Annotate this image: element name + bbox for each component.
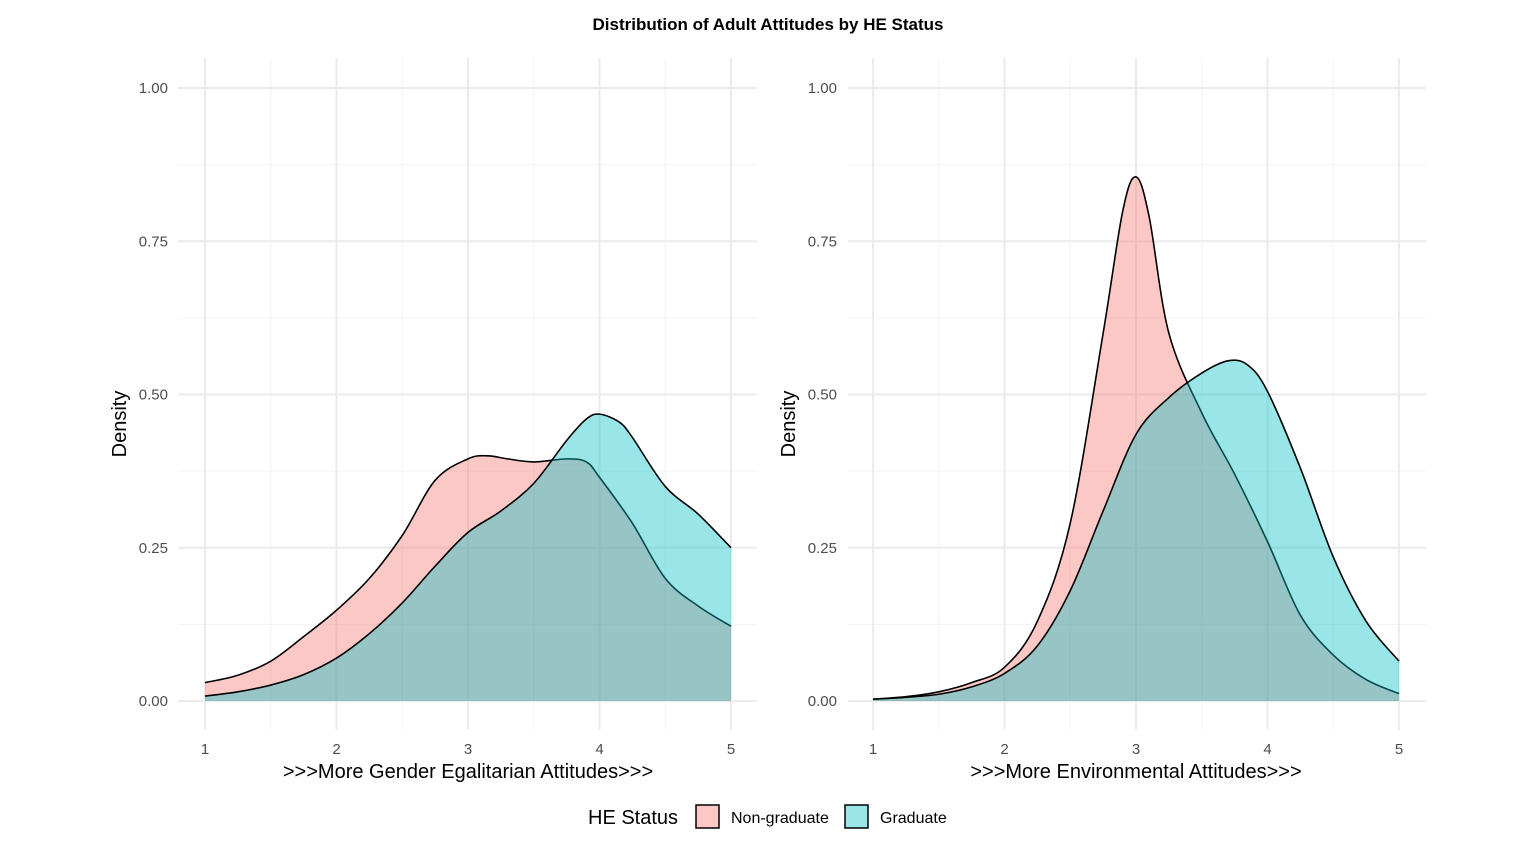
x-axis-title-environment: >>>More Environmental Attitudes>>> <box>970 761 1301 783</box>
x-tick-label: 4 <box>1263 741 1271 758</box>
density-area-graduate <box>873 360 1399 701</box>
figure-title: Distribution of Adult Attitudes by HE St… <box>593 15 944 34</box>
legend-label-non-graduate: Non-graduate <box>731 810 829 827</box>
x-tick-label: 2 <box>332 741 340 758</box>
y-tick-label: 0.00 <box>808 693 837 710</box>
y-tick-label: 0.75 <box>139 233 168 250</box>
legend-label-graduate: Graduate <box>880 810 947 827</box>
legend: HE Status Non-graduate Graduate <box>588 804 947 829</box>
legend-swatch-graduate <box>844 804 869 829</box>
x-tick-label: 3 <box>1132 741 1140 758</box>
x-tick-label: 1 <box>869 741 877 758</box>
y-tick-label: 0.75 <box>808 233 837 250</box>
density-line-graduate <box>204 413 732 697</box>
y-tick-label: 0.50 <box>139 387 168 404</box>
y-axis-title-environment: Density <box>778 391 800 458</box>
density-area-non-graduate <box>873 176 1399 701</box>
y-tick-label: 0.50 <box>808 387 837 404</box>
density-area-graduate <box>205 413 731 701</box>
x-tick-label: 3 <box>464 741 472 758</box>
density-line-non-graduate <box>872 176 1400 700</box>
density-area-non-graduate <box>205 455 731 701</box>
legend-title: HE Status <box>588 807 678 829</box>
x-tick-label: 2 <box>1000 741 1008 758</box>
chart-panel-environment: 1 2 3 4 5 0.00 0.25 0.50 0.75 1.00 >>>More Environ… <box>778 58 1426 783</box>
y-tick-label: 0.00 <box>139 693 168 710</box>
x-tick-label: 1 <box>201 741 209 758</box>
y-tick-label: 1.00 <box>139 80 168 97</box>
density-line-non-graduate <box>204 454 732 684</box>
y-tick-label: 0.25 <box>139 540 168 557</box>
y-tick-label: 0.25 <box>808 540 837 557</box>
x-tick-label: 4 <box>595 741 603 758</box>
y-axis-title-gender: Density <box>109 391 131 458</box>
x-tick-label: 5 <box>727 741 735 758</box>
density-line-graduate <box>872 359 1400 700</box>
x-axis-title-gender: >>>More Gender Egalitarian Attitudes>>> <box>283 761 653 783</box>
x-tick-label: 5 <box>1395 741 1403 758</box>
y-tick-label: 1.00 <box>808 80 837 97</box>
chart-panel-gender: 1 2 3 4 5 0.00 0.25 0.50 0.75 1.00 >>>More Gender … <box>109 58 757 783</box>
legend-swatch-non-graduate <box>695 804 720 829</box>
